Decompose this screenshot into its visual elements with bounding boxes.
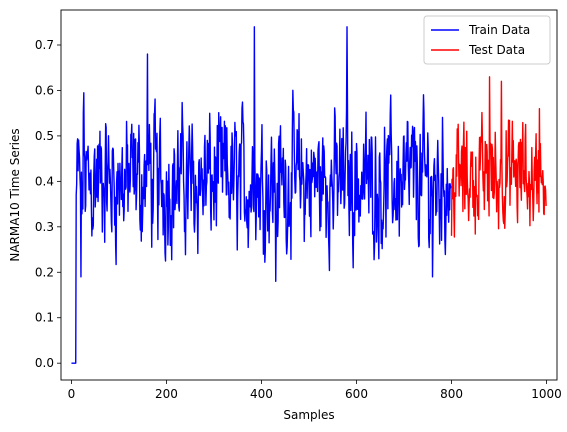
legend-box — [423, 15, 551, 65]
y-tick-label: 0.3 — [35, 220, 54, 234]
x-tick-label: 400 — [250, 387, 273, 401]
series-layer — [71, 26, 547, 364]
x-tick-label: 600 — [345, 387, 368, 401]
plot-frame — [60, 9, 558, 381]
legend: Train Data Test Data — [423, 15, 551, 65]
series-line-test — [450, 76, 547, 238]
legend-label-test: Test Data — [468, 43, 525, 57]
y-axis-label: NARMA10 Time Series — [8, 128, 22, 261]
y-tick-label: 0.5 — [35, 129, 54, 143]
x-axis-label: Samples — [283, 408, 334, 422]
y-tick-label: 0.1 — [35, 311, 54, 325]
y-tick-label: 0.4 — [35, 174, 54, 188]
x-axis: 0 200 400 600 800 1000 — [68, 380, 562, 401]
x-tick-label: 200 — [155, 387, 178, 401]
x-tick-label: 800 — [440, 387, 463, 401]
y-tick-label: 0.6 — [35, 83, 54, 97]
y-axis: 0.0 0.1 0.2 0.3 0.4 0.5 0.6 0.7 — [35, 38, 61, 370]
series-line-train — [71, 26, 452, 364]
y-tick-label: 0.0 — [35, 356, 54, 370]
y-tick-label: 0.7 — [35, 38, 54, 52]
x-tick-label: 1000 — [531, 387, 562, 401]
y-tick-label: 0.2 — [35, 265, 54, 279]
legend-label-train: Train Data — [468, 23, 530, 37]
x-tick-label: 0 — [68, 387, 76, 401]
